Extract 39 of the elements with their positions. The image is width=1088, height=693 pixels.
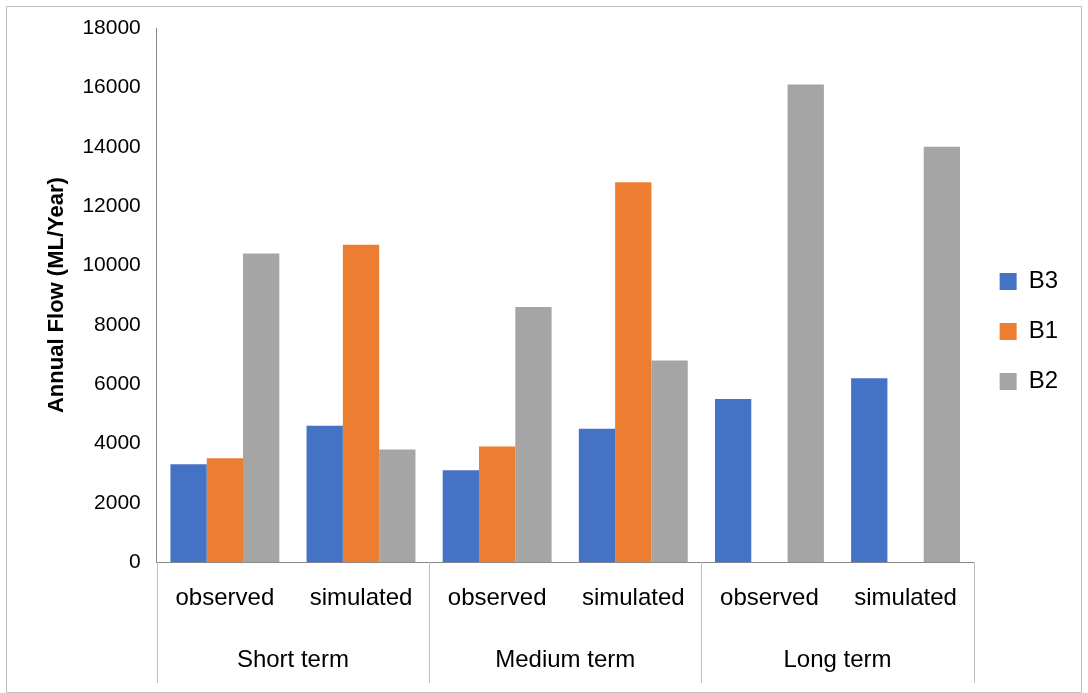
bar: [206, 458, 244, 563]
bar: [787, 84, 824, 563]
y-tick-label: 18000: [82, 14, 141, 38]
y-tick-label: 12000: [82, 192, 141, 216]
bar: [479, 446, 516, 563]
x-tick-label: simulated: [309, 583, 413, 611]
x-tick-label: simulated: [854, 583, 957, 611]
bar: [442, 470, 479, 563]
bar: [923, 146, 961, 563]
y-tick-label: 8000: [94, 311, 141, 335]
y-tick-label: 4000: [94, 430, 141, 454]
y-tick-label: 0: [129, 549, 141, 572]
x-tick-label: observed: [447, 583, 547, 611]
x-tick-label: observed: [720, 583, 819, 611]
y-tick-label: 14000: [82, 133, 141, 157]
text: Short term: [236, 644, 349, 672]
bar: [851, 378, 888, 563]
bar: [615, 182, 652, 563]
legend-label: B2: [1028, 366, 1058, 394]
y-tick-label: 10000: [82, 252, 141, 276]
bar: [306, 425, 343, 563]
bar: [578, 428, 616, 563]
legend-label: B3: [1028, 266, 1058, 294]
x-tick-label: observed: [175, 583, 275, 611]
bar: [714, 398, 752, 563]
legend-label: B1: [1028, 316, 1058, 344]
bar: [515, 306, 552, 563]
bar: [342, 244, 380, 563]
text: Medium term: [495, 644, 636, 672]
y-axis-title: Annual Flow (ML/Year): [43, 177, 69, 414]
y-tick-label: 2000: [94, 489, 141, 513]
x-tick-label: simulated: [581, 583, 685, 611]
bar: [170, 464, 207, 563]
y-tick-label: 6000: [94, 370, 141, 394]
y-tick-label: 16000: [82, 74, 141, 98]
bar: [379, 449, 416, 563]
bar: [651, 360, 688, 563]
bar: [243, 253, 280, 563]
text: Long term: [783, 644, 892, 672]
